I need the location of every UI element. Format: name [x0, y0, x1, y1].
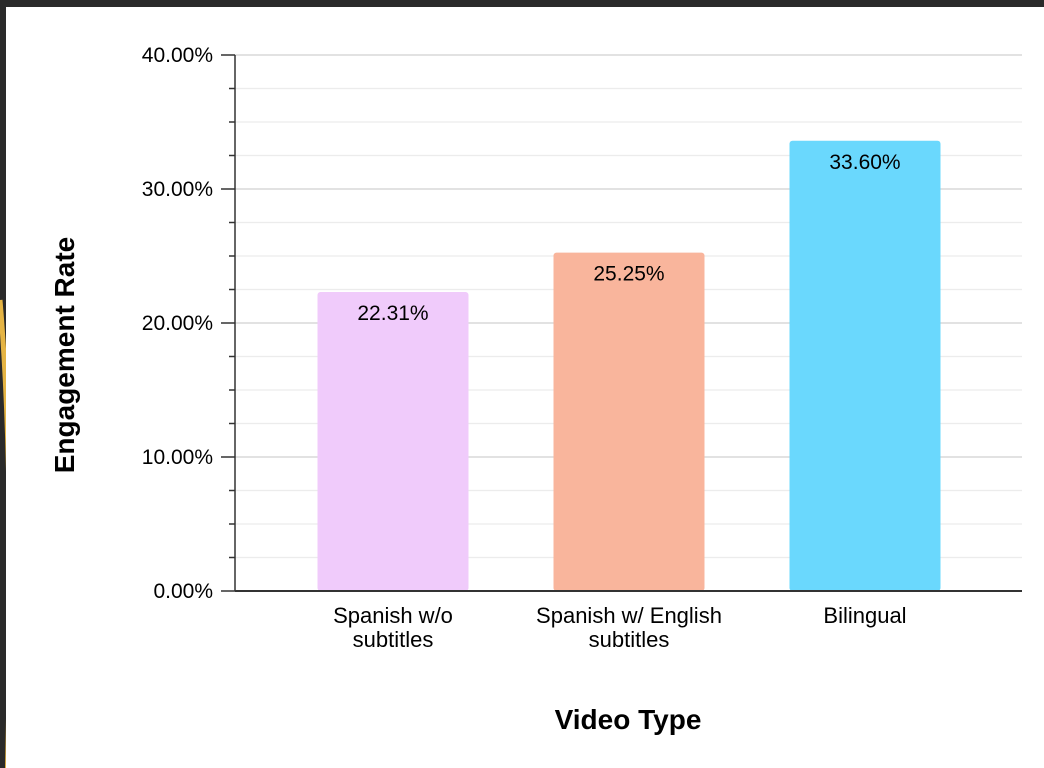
x-category-label: Spanish w/o	[333, 603, 453, 628]
bar-value-label: 25.25%	[593, 263, 664, 286]
axis-layer	[221, 54, 1022, 592]
bar-value-label: 22.31%	[357, 302, 428, 325]
bar-chart: 0.00% 10.00% 20.00% 30.00% 40.00% 22.31% Spani…	[49, 44, 1022, 735]
y-tick-label: 10.00%	[142, 446, 213, 469]
x-axis-title: Video Type	[555, 704, 702, 735]
y-axis-title: Engagement Rate	[49, 237, 80, 474]
bar	[317, 292, 469, 591]
bar	[789, 140, 941, 591]
y-tick-label: 20.00%	[142, 312, 213, 335]
x-category-label: Spanish w/ English	[536, 603, 722, 628]
x-category-label: subtitles	[353, 627, 434, 652]
x-category-label: Bilingual	[823, 603, 906, 628]
x-category-label: subtitles	[589, 627, 670, 652]
bar	[553, 252, 705, 591]
bars-layer	[317, 140, 941, 591]
chart-panel: 0.00% 10.00% 20.00% 30.00% 40.00% 22.31% Spani…	[6, 7, 1044, 768]
labels-layer: 0.00% 10.00% 20.00% 30.00% 40.00% 22.31% Spani…	[142, 44, 907, 652]
y-tick-label: 30.00%	[142, 178, 213, 201]
bar-value-label: 33.60%	[829, 151, 900, 174]
y-tick-label: 40.00%	[142, 44, 213, 67]
y-tick-label: 0.00%	[153, 580, 213, 603]
